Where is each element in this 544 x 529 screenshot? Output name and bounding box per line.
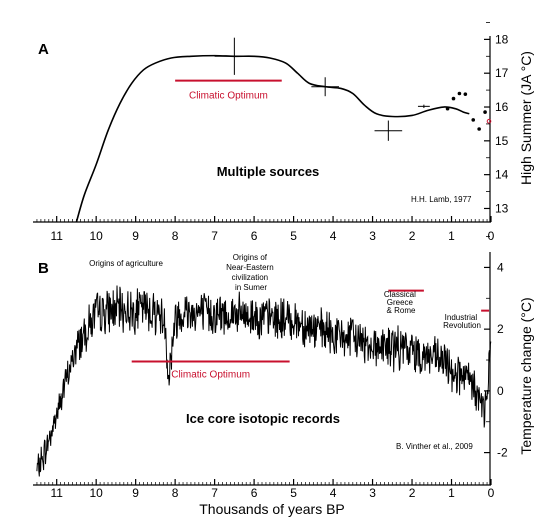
- data-point: [463, 92, 468, 96]
- panel-b-y-tick-label: 0: [497, 384, 504, 398]
- industrial-revolution-label: Industrial Revolution: [443, 313, 481, 330]
- panel-b-y-tick-label: 4: [497, 260, 504, 274]
- panel-b-x-tick-label: 10: [89, 486, 103, 500]
- panel-a-series-line: [75, 54, 470, 223]
- panel-a-x-axis: 11 10 9 8 7 6 5 4 3 2 1 0: [33, 216, 495, 243]
- panel-a-x-tick-label: 9: [132, 229, 139, 243]
- panel-b-x-tick-label: 7: [211, 486, 218, 500]
- panel-a-x-tick-label: 1: [448, 229, 455, 243]
- origins-agriculture-label: Origins of agriculture: [89, 259, 163, 268]
- x-axis-title: Thousands of years BP: [199, 501, 345, 517]
- panel-b-series-line: [36, 285, 492, 477]
- panel-b-x-tick-label: 3: [369, 486, 376, 500]
- panel-a-error-bars: [214, 37, 430, 141]
- data-point: [451, 96, 456, 101]
- panel-a-x-tick-label: 7: [211, 229, 218, 243]
- panel-b-y-axis-title: Temperature change (°C): [518, 297, 534, 454]
- panel-a-x-tick-label: 3: [369, 229, 376, 243]
- data-point: [457, 91, 462, 96]
- panel-a-y-axis: 13 14 15 16 17 18: [484, 22, 509, 222]
- panel-a-y-tick-label: 16: [495, 100, 509, 114]
- panel-a-x-tick-label: 10: [89, 229, 103, 243]
- panel-a-x-tick-label: 11: [50, 229, 63, 243]
- panel-b-annotation-bars: [131, 289, 490, 363]
- panel-a-center-text: Multiple sources: [217, 164, 320, 179]
- panel-a-credit: H.H. Lamb, 1977: [411, 195, 472, 204]
- data-point: [471, 118, 476, 122]
- panel-a-x-tick-label: 6: [251, 229, 258, 243]
- panel-b-x-tick-label: 6: [251, 486, 258, 500]
- data-point: [477, 127, 481, 131]
- panel-b-climatic-optimum-label: Climatic Optimum: [171, 370, 250, 381]
- origins-sumer-label: Origins of Near-Eastern civilization in …: [226, 253, 276, 292]
- panel-a-points: [445, 91, 492, 131]
- panel-b-x-axis: 11 10 9 8 7 6 5 4 3 2 1 0: [33, 479, 495, 500]
- data-point-red: [486, 118, 492, 124]
- panel-b-x-tick-label: 11: [50, 486, 63, 500]
- panel-b-y-tick-label: 2: [497, 322, 504, 336]
- panel-a-x-tick-label: 0: [488, 229, 495, 243]
- panel-a-y-tick-label: 14: [495, 168, 509, 182]
- panel-b-x-tick-label: 2: [409, 486, 416, 500]
- panel-a-y-axis-title: High Summer (JA °C): [518, 51, 534, 185]
- data-point: [483, 110, 487, 114]
- panel-a-y-tick-label: 13: [495, 201, 509, 215]
- panel-a-x-tick-label: 5: [290, 229, 297, 243]
- panel-a-x-tick-label: 2: [409, 229, 416, 243]
- data-point: [445, 106, 450, 111]
- panel-a-y-tick-label: 18: [495, 32, 509, 46]
- panel-b-y-axis: -2 0 2 4: [484, 236, 508, 485]
- panel-a-x-tick-label: 4: [330, 229, 337, 243]
- panel-a-y-tick-label: 17: [495, 66, 509, 80]
- panel-b-x-tick-label: 8: [172, 486, 179, 500]
- panel-b-center-text: Ice core isotopic records: [186, 411, 340, 426]
- panel-a-x-tick-label: 8: [172, 229, 179, 243]
- panel-b-x-tick-label: 0: [488, 486, 495, 500]
- panel-b-x-tick-label: 1: [448, 486, 455, 500]
- panel-b-y-tick-label: -2: [497, 446, 508, 460]
- panel-b-label: B: [38, 260, 49, 277]
- panel-a-climatic-optimum-label: Climatic Optimum: [189, 91, 268, 102]
- panel-b-credit: B. Vinther et al., 2009: [396, 442, 473, 451]
- panel-a-label: A: [38, 41, 49, 58]
- panel-b-x-tick-label: 5: [290, 486, 297, 500]
- classical-greece-rome-label: Classical Greece & Rome: [384, 290, 418, 315]
- panel-a-y-tick-label: 15: [495, 134, 509, 148]
- panel-b-x-tick-label: 4: [330, 486, 337, 500]
- panel-b-x-tick-label: 9: [132, 486, 139, 500]
